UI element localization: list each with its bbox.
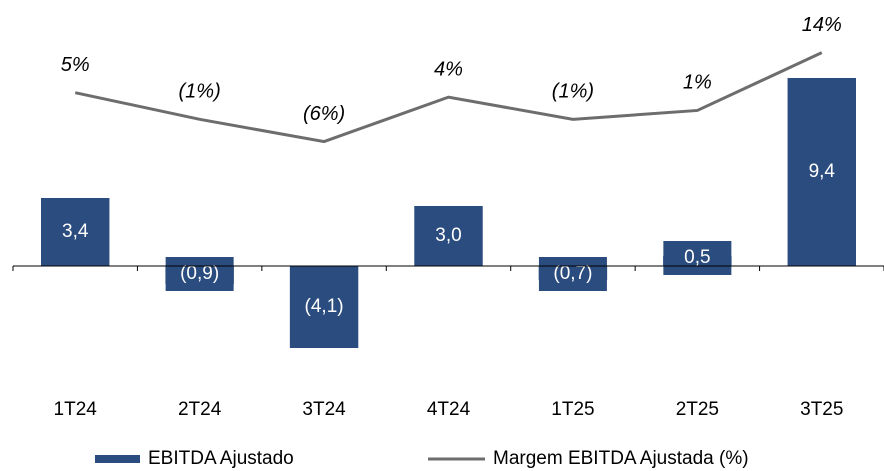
data-label: 0,5 — [684, 247, 710, 268]
x-tick-label: 1T24 — [54, 399, 98, 420]
label-box — [165, 257, 234, 291]
data-label: 3,4 — [62, 221, 89, 242]
data-label: 9,4 — [809, 161, 836, 182]
data-label: 5% — [61, 54, 90, 76]
data-label: 1% — [683, 72, 712, 94]
data-label: (6%) — [303, 103, 345, 125]
x-tick-label: 2T24 — [178, 399, 222, 420]
data-label: (1%) — [552, 81, 594, 103]
label-box — [538, 257, 607, 291]
data-label: 4% — [434, 58, 463, 80]
data-label: (0,9) — [180, 263, 219, 284]
bar — [414, 206, 483, 266]
data-label: 3,0 — [435, 225, 461, 246]
x-tick-label: 3T25 — [800, 399, 843, 420]
bar — [40, 198, 110, 266]
bar — [289, 266, 359, 348]
label-box — [663, 241, 732, 275]
x-tick-label: 4T24 — [427, 399, 471, 420]
line — [74, 51, 823, 144]
x-tick-label: 1T25 — [551, 399, 594, 420]
x-tick-label: 2T25 — [676, 399, 719, 420]
legend-label: Margem EBITDA Ajustada (%) — [493, 448, 749, 469]
legend-swatch — [95, 455, 140, 463]
bar — [787, 78, 857, 266]
legend-label: EBITDA Ajustado — [148, 448, 294, 469]
data-label: 14% — [802, 14, 842, 36]
data-label: (0,7) — [553, 263, 592, 284]
x-tick-label: 3T24 — [302, 399, 346, 420]
data-label: (4,1) — [305, 296, 344, 317]
data-label: (1%) — [179, 81, 221, 103]
